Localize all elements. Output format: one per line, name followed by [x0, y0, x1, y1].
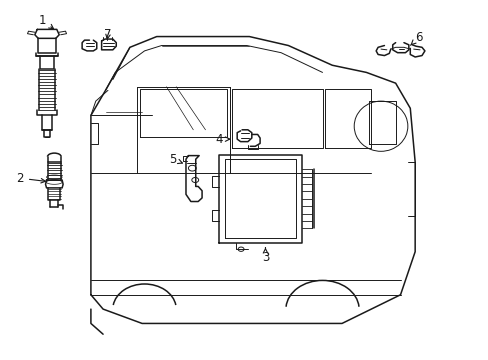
Text: 1: 1	[39, 14, 53, 29]
Text: 3: 3	[261, 248, 268, 264]
Text: 4: 4	[215, 132, 229, 145]
Text: 2: 2	[17, 172, 45, 185]
Text: 6: 6	[409, 31, 422, 45]
Text: 5: 5	[168, 153, 182, 166]
Text: 7: 7	[104, 28, 111, 41]
